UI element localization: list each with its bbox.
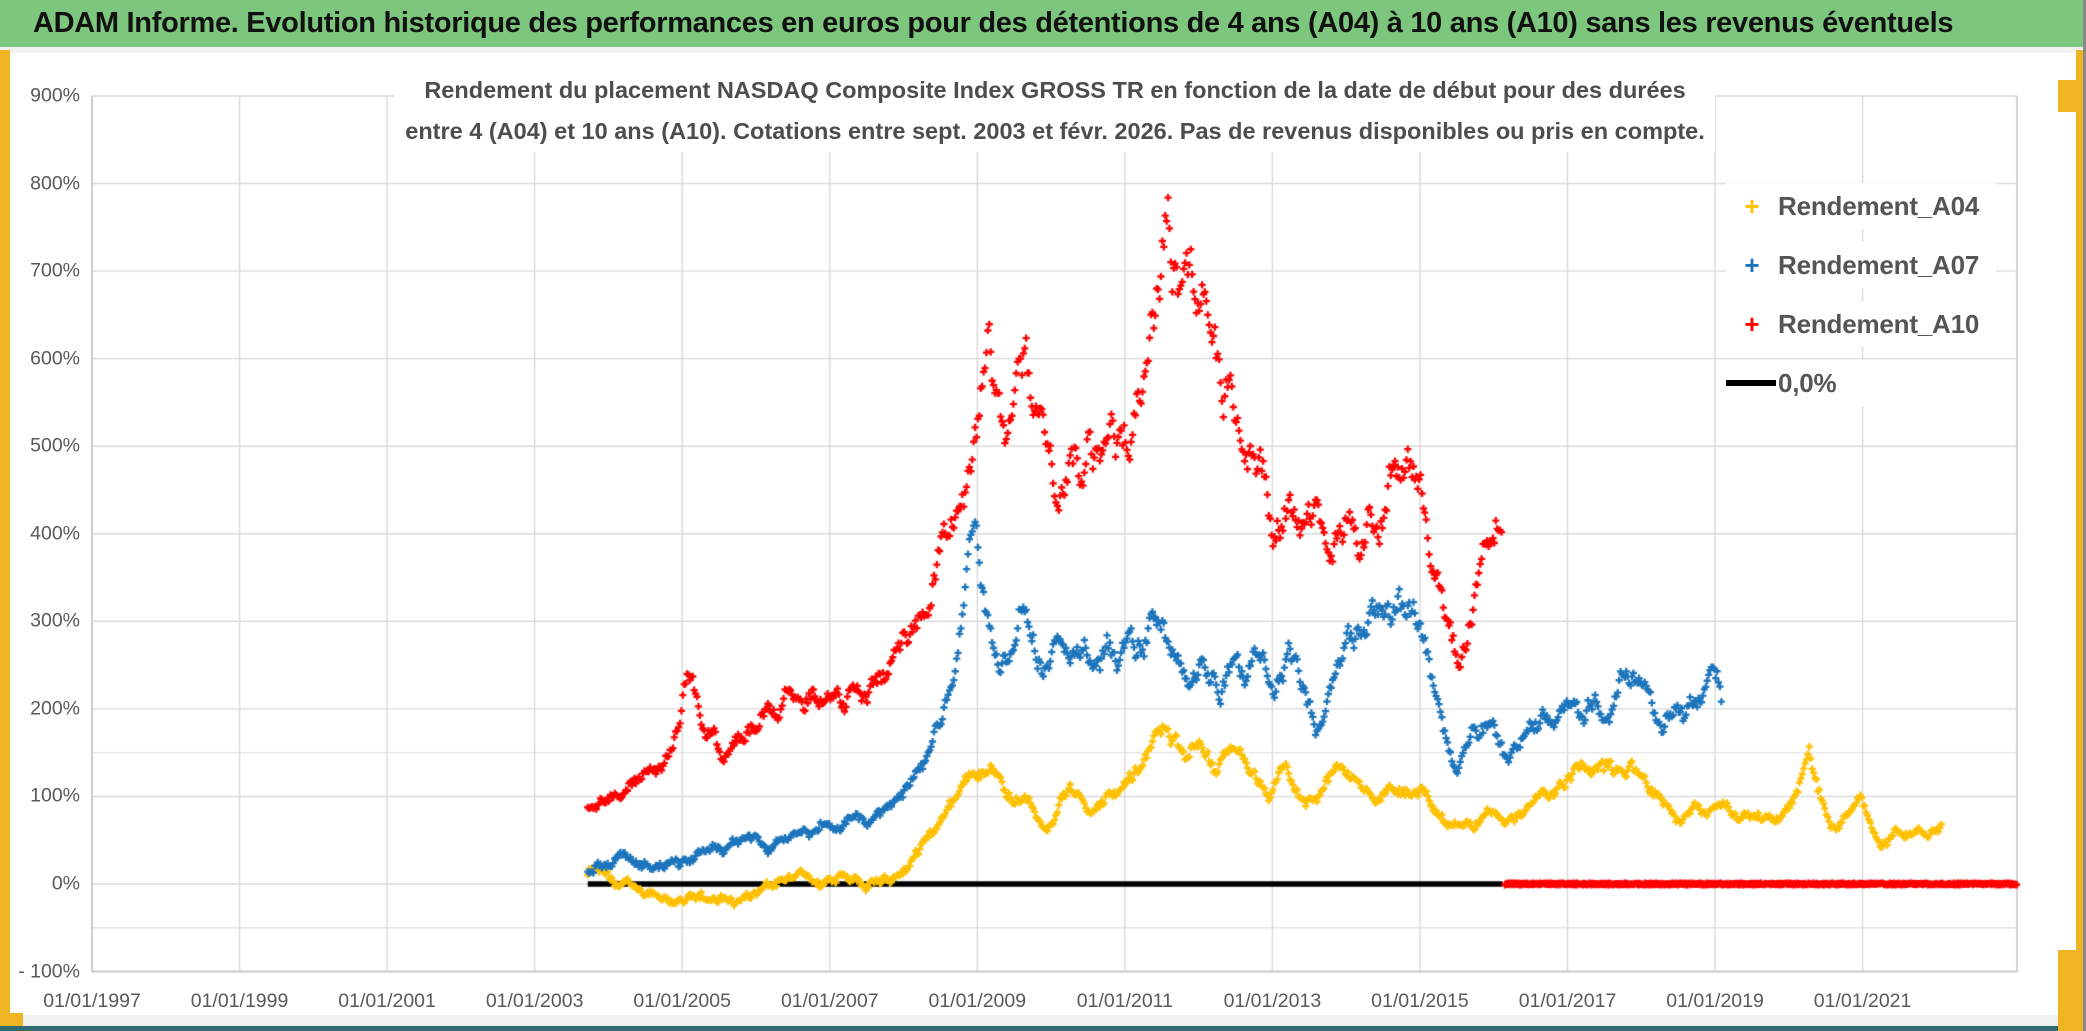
legend-item-a04: + Rendement_A04 (1726, 183, 1996, 229)
x-tick-label: 01/01/1997 (43, 990, 141, 1012)
x-tick-label: 01/01/2001 (338, 990, 436, 1012)
black-line-icon (1726, 380, 1778, 386)
legend-label: Rendement_A10 (1778, 308, 1980, 339)
legend-item-zero-line: 0,0% (1726, 360, 1996, 406)
chart-title-line1: Rendement du placement NASDAQ Composite … (424, 77, 1686, 103)
y-tick-label: 0% (51, 872, 80, 895)
x-tick-label: 01/01/2021 (1813, 990, 1912, 1012)
y-tick-label: 200% (30, 697, 80, 720)
x-tick-label: 01/01/2011 (1076, 990, 1173, 1012)
y-tick-label: 800% (30, 172, 80, 195)
x-tick-label: 01/01/2003 (485, 990, 584, 1012)
y-tick-label: 300% (30, 609, 80, 632)
x-tick-label: 01/01/2009 (928, 990, 1027, 1012)
plus-marker-icon: + (1744, 309, 1760, 339)
legend-item-a10: + Rendement_A10 (1726, 301, 1996, 347)
legend-item-a07: + Rendement_A07 (1726, 242, 1996, 288)
x-tick-label: 01/01/2015 (1371, 990, 1469, 1012)
plus-marker-icon: + (1744, 191, 1760, 221)
y-tick-label: 900% (30, 84, 80, 107)
legend-label: 0,0% (1778, 367, 1837, 398)
chart-legend: + Rendement_A04 + Rendement_A07 + Rendem… (1726, 183, 1996, 419)
chart-title: Rendement du placement NASDAQ Composite … (395, 70, 1715, 152)
y-tick-label: 400% (30, 522, 80, 545)
y-tick-label: 700% (30, 259, 80, 282)
y-tick-label: 100% (30, 784, 80, 807)
x-tick-label: 01/01/2007 (780, 990, 879, 1012)
y-tick-label: 500% (30, 434, 80, 457)
x-tick-label: 01/01/2017 (1518, 990, 1617, 1012)
chart-title-line2: entre 4 (A04) et 10 ans (A10). Cotations… (405, 118, 1705, 144)
legend-label: Rendement_A07 (1778, 249, 1980, 280)
plus-marker-icon: + (1744, 250, 1760, 280)
x-tick-label: 01/01/2013 (1223, 990, 1322, 1012)
x-tick-label: 01/01/2019 (1666, 990, 1764, 1012)
legend-label: Rendement_A04 (1778, 190, 1980, 221)
x-tick-label: 01/01/1999 (190, 990, 289, 1012)
y-tick-label: - 100% (18, 960, 80, 983)
x-tick-label: 01/01/2005 (633, 990, 731, 1012)
y-tick-label: 600% (30, 347, 80, 370)
